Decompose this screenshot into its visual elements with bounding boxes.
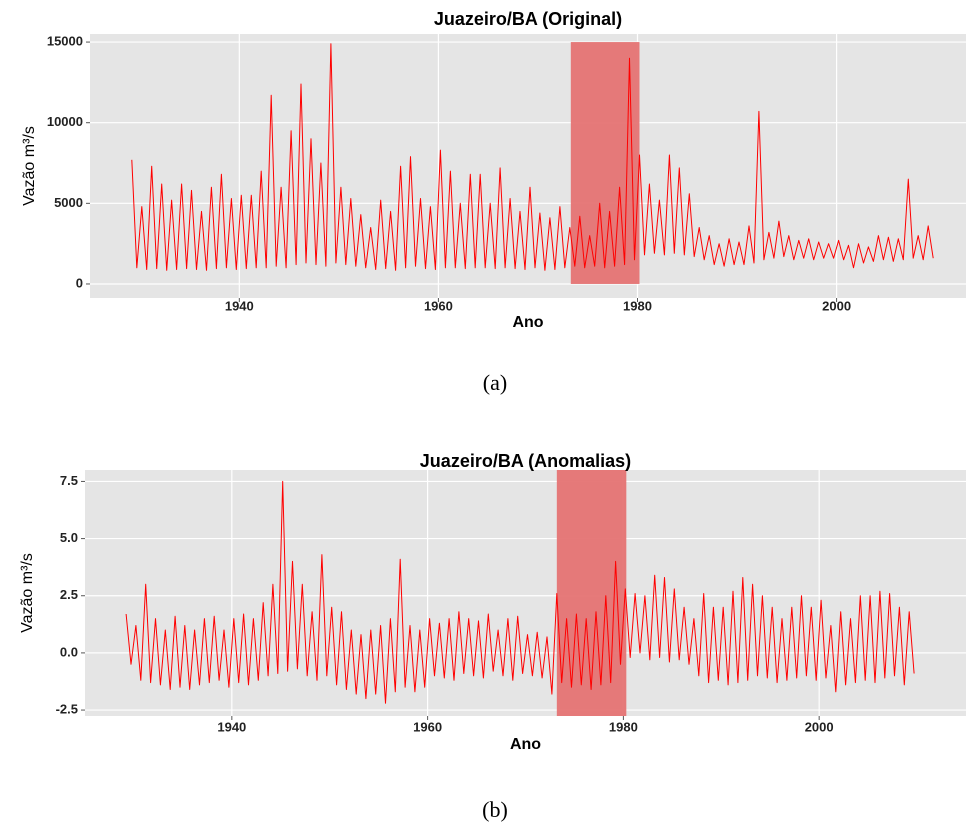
x-tick-label: 1960 <box>413 719 442 734</box>
y-tick-label: 5.0 <box>60 530 78 545</box>
y-axis-label: Vazão m³/s <box>21 126 38 206</box>
panel <box>85 470 966 716</box>
y-tick-label: 2.5 <box>60 587 78 602</box>
y-tick-label: 0.0 <box>60 644 78 659</box>
y-tick-label: 7.5 <box>60 473 78 488</box>
chart-title: Juazeiro/BA (Original) <box>434 9 622 29</box>
panel <box>90 34 966 298</box>
y-tick-label: 0 <box>76 275 83 290</box>
data-line <box>125 480 915 704</box>
figure-caption: (a) <box>483 370 507 395</box>
x-axis-label: Ano <box>512 314 543 331</box>
x-tick-label: 2000 <box>822 298 851 313</box>
y-tick-label: 15000 <box>47 34 83 49</box>
figure-caption: (b) <box>482 797 508 822</box>
x-axis-label: Ano <box>510 736 541 753</box>
x-tick-label: 1980 <box>623 298 652 313</box>
x-tick-label: 1940 <box>225 298 254 313</box>
y-tick-label: 5000 <box>54 195 83 210</box>
x-tick-label: 1940 <box>217 719 246 734</box>
x-tick-label: 1960 <box>424 298 453 313</box>
x-tick-label: 1980 <box>609 719 638 734</box>
y-axis-label: Vazão m³/s <box>19 553 36 633</box>
x-tick-label: 2000 <box>805 719 834 734</box>
y-tick-label: -2.5 <box>56 701 78 716</box>
y-tick-label: 10000 <box>47 114 83 129</box>
chart-title: Juazeiro/BA (Anomalias) <box>420 451 631 471</box>
data-line <box>131 43 934 271</box>
